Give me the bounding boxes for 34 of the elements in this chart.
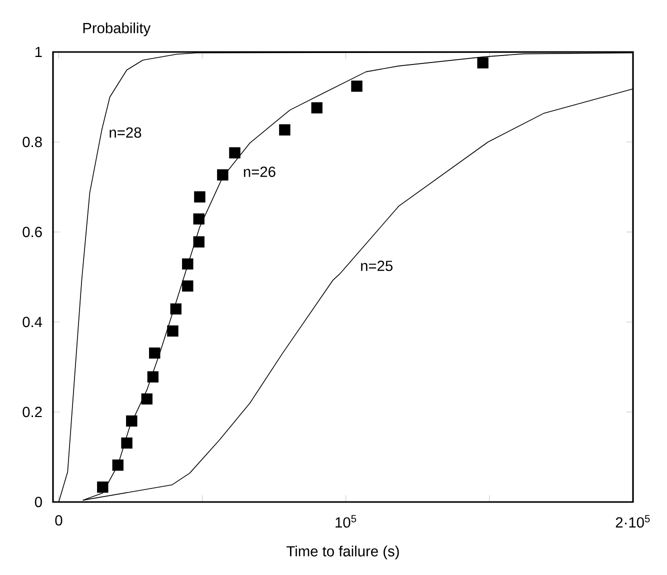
point: [149, 347, 160, 359]
series-label: n=25: [361, 260, 393, 272]
series-label: n=26: [244, 166, 276, 177]
y-tick-label: 0.2: [22, 406, 42, 418]
point: [193, 236, 204, 248]
point: [97, 482, 108, 493]
point: [167, 325, 178, 337]
point: [193, 213, 204, 225]
point: [182, 280, 194, 292]
point: [279, 124, 290, 136]
point: [182, 258, 194, 270]
x-tick-label: 0: [55, 515, 62, 526]
series-label: n=28: [110, 127, 142, 138]
point: [126, 415, 138, 427]
y-tick-label: 0.8: [22, 136, 42, 148]
point: [170, 303, 182, 315]
x-axis-title: Time to failure (s): [286, 546, 399, 560]
y-tick-label: 0.6: [22, 226, 42, 238]
point: [147, 371, 159, 382]
point: [112, 460, 124, 471]
y-tick-label: 1: [35, 46, 42, 58]
point: [311, 102, 322, 114]
y-tick-label: 0.4: [22, 316, 42, 328]
y-axis-title: Probability: [83, 22, 151, 36]
x-tick-label: 2·10$^{5}$: [616, 515, 650, 528]
point: [217, 169, 228, 180]
point: [121, 437, 132, 449]
point: [477, 57, 488, 68]
point: [351, 80, 362, 92]
point: [194, 191, 206, 202]
point: [141, 393, 152, 405]
point: [229, 147, 240, 158]
y-tick-label: 0: [34, 496, 42, 508]
x-tick-label: 10$^{5}$: [336, 515, 356, 528]
